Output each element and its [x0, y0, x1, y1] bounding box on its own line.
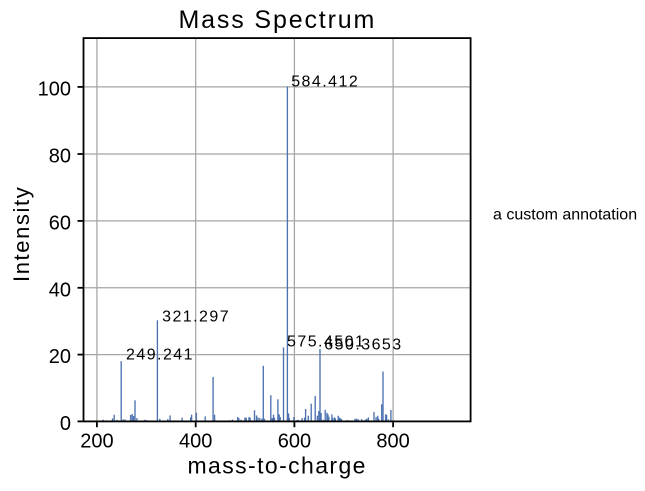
- svg-text:200: 200: [80, 430, 113, 452]
- svg-text:80: 80: [49, 146, 71, 168]
- svg-text:a custom annotation: a custom annotation: [493, 206, 637, 223]
- svg-text:249.241: 249.241: [126, 347, 194, 364]
- svg-text:321.297: 321.297: [162, 309, 230, 326]
- svg-text:800: 800: [376, 430, 409, 452]
- svg-text:100: 100: [38, 78, 71, 100]
- svg-text:584.412: 584.412: [291, 74, 359, 91]
- svg-text:650.3653: 650.3653: [324, 336, 402, 353]
- svg-text:400: 400: [179, 430, 212, 452]
- svg-text:20: 20: [49, 346, 71, 368]
- svg-text:mass-to-charge: mass-to-charge: [188, 453, 367, 479]
- svg-text:60: 60: [49, 212, 71, 234]
- svg-text:575.4501: 575.4501: [287, 334, 365, 351]
- svg-text:600: 600: [278, 430, 311, 452]
- svg-text:Mass Spectrum: Mass Spectrum: [179, 6, 377, 34]
- svg-text:0: 0: [60, 413, 71, 435]
- svg-text:Intensity: Intensity: [9, 186, 34, 282]
- svg-text:40: 40: [49, 279, 71, 301]
